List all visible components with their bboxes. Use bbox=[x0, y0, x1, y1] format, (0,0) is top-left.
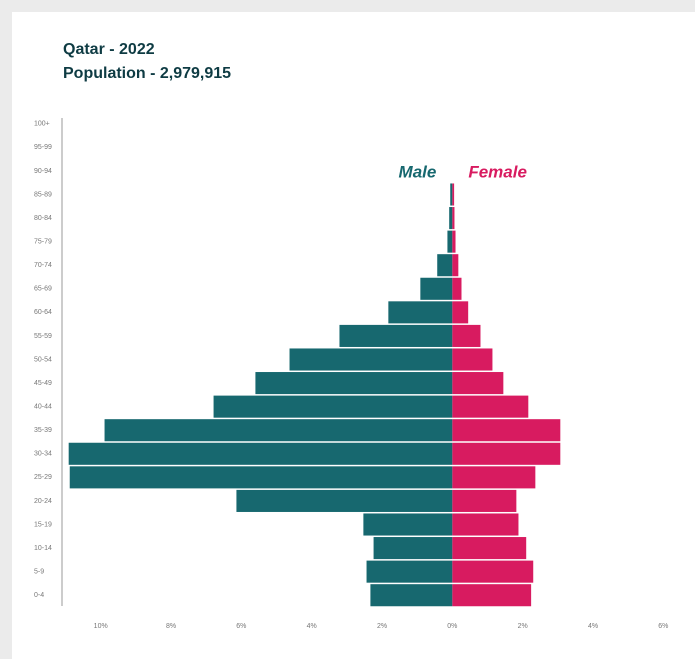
bar bbox=[452, 513, 519, 536]
bar bbox=[452, 537, 527, 560]
y-tick-label: 25-29 bbox=[34, 474, 52, 481]
bar bbox=[213, 395, 453, 418]
chart-title: Qatar - 2022 bbox=[63, 41, 155, 58]
y-tick-label: 60-64 bbox=[34, 309, 52, 316]
bar bbox=[370, 584, 453, 607]
y-tick-label: 15-19 bbox=[34, 521, 52, 528]
x-tick-label: 2% bbox=[377, 623, 387, 630]
bar bbox=[339, 324, 453, 347]
y-tick-label: 20-24 bbox=[34, 498, 52, 505]
bar bbox=[449, 207, 453, 230]
x-tick-label: 0% bbox=[447, 623, 457, 630]
y-tick-label: 100+ bbox=[34, 121, 50, 128]
bar bbox=[447, 230, 453, 253]
x-tick-label: 2% bbox=[518, 623, 528, 630]
y-tick-label: 75-79 bbox=[34, 238, 52, 245]
x-tick-label: 6% bbox=[236, 623, 246, 630]
bar bbox=[68, 442, 453, 465]
bar bbox=[452, 183, 455, 206]
bar bbox=[452, 230, 456, 253]
bar bbox=[452, 324, 481, 347]
bar bbox=[388, 301, 453, 324]
bar bbox=[366, 560, 453, 583]
bar bbox=[452, 207, 455, 230]
x-tick-label: 6% bbox=[658, 623, 668, 630]
legend-label: Female bbox=[468, 162, 527, 181]
bar bbox=[373, 537, 453, 560]
bar bbox=[452, 466, 536, 489]
bar bbox=[452, 419, 561, 442]
y-tick-label: 55-59 bbox=[34, 333, 52, 340]
bar bbox=[452, 560, 534, 583]
bar bbox=[452, 442, 561, 465]
y-tick-label: 95-99 bbox=[34, 144, 52, 151]
x-tick-label: 4% bbox=[588, 623, 598, 630]
y-tick-label: 5-9 bbox=[34, 568, 44, 575]
bar bbox=[69, 466, 453, 489]
bar bbox=[363, 513, 453, 536]
bar bbox=[255, 372, 453, 395]
y-tick-label: 0-4 bbox=[34, 592, 44, 599]
bar bbox=[289, 348, 453, 371]
bar bbox=[452, 395, 529, 418]
y-tick-label: 40-44 bbox=[34, 403, 52, 410]
x-tick-label: 8% bbox=[166, 623, 176, 630]
x-tick-label: 4% bbox=[307, 623, 317, 630]
x-tick-label: 10% bbox=[94, 623, 108, 630]
bar bbox=[450, 183, 453, 206]
y-tick-label: 70-74 bbox=[34, 262, 52, 269]
bar bbox=[452, 584, 532, 607]
bar bbox=[104, 419, 453, 442]
y-tick-label: 45-49 bbox=[34, 380, 52, 387]
y-tick-label: 10-14 bbox=[34, 545, 52, 552]
y-tick-label: 90-94 bbox=[34, 168, 52, 175]
y-tick-label: 80-84 bbox=[34, 215, 52, 222]
bar bbox=[452, 372, 504, 395]
bar bbox=[452, 277, 462, 300]
bar bbox=[452, 301, 469, 324]
bar bbox=[452, 489, 517, 512]
y-tick-label: 35-39 bbox=[34, 427, 52, 434]
chart-subtitle: Population - 2,979,915 bbox=[63, 65, 231, 82]
y-tick-label: 85-89 bbox=[34, 191, 52, 198]
bar bbox=[437, 254, 453, 277]
legend-label: Male bbox=[399, 162, 437, 181]
bar bbox=[236, 489, 453, 512]
y-tick-label: 65-69 bbox=[34, 286, 52, 293]
bar bbox=[452, 254, 459, 277]
y-tick-label: 50-54 bbox=[34, 356, 52, 363]
bar bbox=[420, 277, 453, 300]
bar bbox=[452, 348, 493, 371]
y-tick-label: 30-34 bbox=[34, 451, 52, 458]
